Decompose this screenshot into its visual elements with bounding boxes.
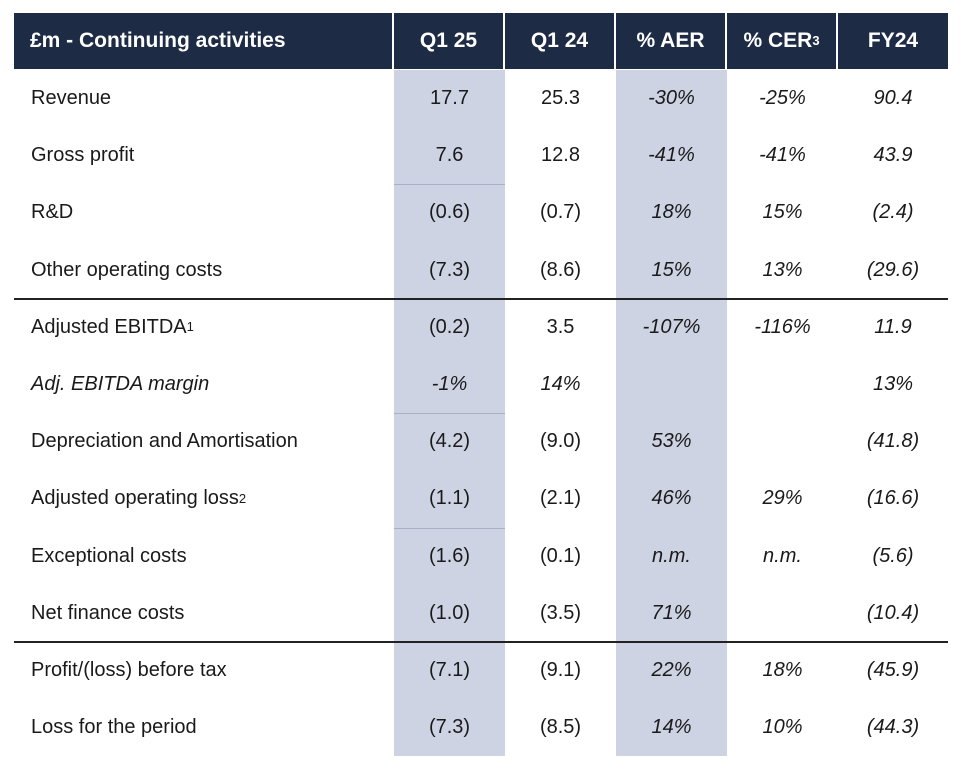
value-cell: (44.3) <box>866 716 920 739</box>
value-cell: (4.2) <box>428 430 471 453</box>
value-cell: (10.4) <box>866 601 920 624</box>
value-cell: (1.6) <box>428 544 471 567</box>
value-cell: n.m. <box>763 544 802 567</box>
value-cell: 90.4 <box>873 87 913 110</box>
value-cell: -116% <box>754 315 811 338</box>
header-text: FY24 <box>867 29 919 52</box>
value-cell: -107% <box>642 315 701 338</box>
value-cell: (7.1) <box>428 659 471 682</box>
header-text: Q1 24 <box>530 29 589 52</box>
value-cell: (8.5) <box>539 716 582 739</box>
row-label: Adjusted EBITDA 1 <box>31 315 194 338</box>
value-cell: 25.3 <box>541 87 580 110</box>
value-cell: (7.3) <box>428 716 471 739</box>
value-cell: -25% <box>759 87 806 110</box>
value-cell: 43.9 <box>873 144 913 167</box>
row-label: Depreciation and Amortisation <box>14 413 394 470</box>
section-rule <box>14 641 948 643</box>
value-cell: (0.6) <box>428 201 471 224</box>
value-cell: 53% <box>651 430 692 453</box>
value-cell: (41.8) <box>866 430 920 453</box>
value-cell: (16.6) <box>866 487 920 510</box>
value-cell: 22% <box>651 659 692 682</box>
label-text: Depreciation and Amortisation <box>31 430 298 453</box>
label-text: Loss for the period <box>31 716 197 739</box>
value-cell: (2.4) <box>872 201 914 224</box>
value-cell: -41% <box>648 144 695 167</box>
value-cell: 18% <box>762 659 803 682</box>
label-text: R&D <box>31 201 74 224</box>
label-text: Revenue <box>31 87 112 110</box>
value-cell: (9.1) <box>539 659 582 682</box>
value-cell: 18% <box>651 201 692 224</box>
value-cell: 71% <box>651 601 692 624</box>
value-cell: 15% <box>651 258 692 281</box>
row-label: Loss for the period <box>14 699 394 756</box>
row-label: Exceptional costs <box>14 528 394 585</box>
row-label: Revenue <box>14 70 394 127</box>
row-label: Profit/(loss) before tax <box>14 642 394 699</box>
value-cell: (1.1) <box>428 487 471 510</box>
value-cell: (0.2) <box>428 315 471 338</box>
value-cell: 12.8 <box>541 144 580 167</box>
row-label: Net finance costs <box>14 585 394 642</box>
value-cell: (2.1) <box>539 487 582 510</box>
header-text: % CER <box>743 29 813 52</box>
value-cell: (0.7) <box>539 201 582 224</box>
header-text: £m - Continuing activities <box>30 29 286 52</box>
header-cell: £m - Continuing activities <box>14 13 392 69</box>
value-cell: (45.9) <box>866 659 920 682</box>
value-cell: 14% <box>651 716 692 739</box>
value-cell: (0.1) <box>539 544 582 567</box>
label-text: Profit/(loss) before tax <box>31 659 227 682</box>
value-cell: 10% <box>762 716 803 739</box>
value-cell: (9.0) <box>539 430 582 453</box>
cell-divider <box>394 413 505 415</box>
value-cell: -30% <box>648 87 695 110</box>
cell-divider <box>394 527 505 529</box>
label-text: Other operating costs <box>31 258 223 281</box>
header-cell: % CER 3 <box>727 13 836 69</box>
header-cell: Q1 24 <box>505 13 614 69</box>
value-cell: (8.6) <box>539 258 582 281</box>
value-cell: 14% <box>540 373 581 396</box>
row-label: Other operating costs <box>14 242 394 299</box>
value-cell: -1% <box>431 373 468 396</box>
row-label: R&D <box>14 184 394 241</box>
value-cell: 15% <box>762 201 803 224</box>
header-cell: % AER <box>616 13 725 69</box>
value-cell: 13% <box>762 258 803 281</box>
value-cell: -41% <box>759 144 806 167</box>
value-cell: (3.5) <box>539 601 582 624</box>
header-text: Q1 25 <box>419 29 478 52</box>
value-cell: 17.7 <box>430 87 469 110</box>
value-cell: 11.9 <box>874 315 912 338</box>
row-label: Adj. EBITDA margin <box>14 356 394 413</box>
value-cell: 7.6 <box>435 144 464 167</box>
label-text: Adjusted EBITDA <box>31 315 187 338</box>
value-cell: 29% <box>762 487 803 510</box>
value-cell: (29.6) <box>866 258 920 281</box>
label-text: Gross profit <box>31 144 135 167</box>
value-cell: n.m. <box>652 544 691 567</box>
section-rule <box>14 297 948 300</box>
header-cell: FY24 <box>838 13 948 69</box>
label-text: Adj. EBITDA margin <box>31 373 210 396</box>
label-text: Net finance costs <box>31 601 185 624</box>
header-cell: Q1 25 <box>394 13 503 69</box>
value-cell: (5.6) <box>872 544 914 567</box>
header-text: % AER <box>636 29 705 52</box>
value-cell: 46% <box>651 487 692 510</box>
cell-divider <box>394 184 505 186</box>
label-text: Adjusted operating loss <box>31 487 239 510</box>
value-cell: (1.0) <box>428 601 471 624</box>
row-label: Adjusted operating loss 2 <box>31 487 247 510</box>
value-cell: (7.3) <box>428 258 471 281</box>
label-text: Exceptional costs <box>31 544 187 567</box>
row-label: Gross profit <box>14 127 394 184</box>
value-cell: 13% <box>872 373 914 396</box>
value-cell: 3.5 <box>546 315 575 338</box>
